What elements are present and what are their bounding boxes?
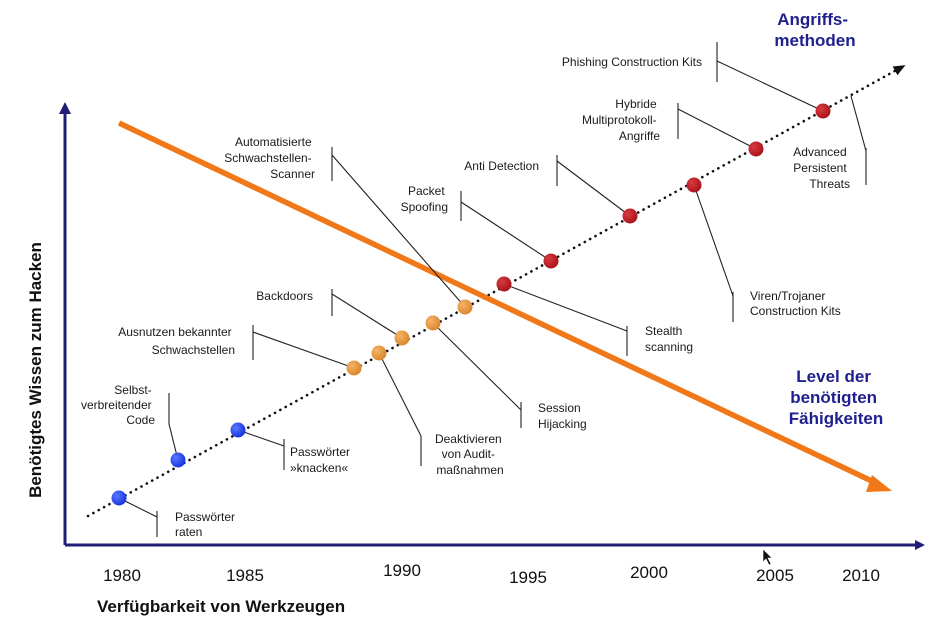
label-anti-detection: Anti Detection	[464, 159, 539, 173]
leader-stealth	[503, 283, 628, 356]
leader-lines	[118, 42, 867, 537]
label-session-hijacking: Session Hijacking	[538, 401, 587, 431]
x-axis-title: Verfügbarkeit von Werkzeugen	[97, 597, 345, 616]
year-label-2005: 2005	[756, 566, 794, 585]
point-deaktivieren	[371, 345, 387, 361]
point-ausnutzen	[346, 360, 362, 376]
leader-phishing	[716, 42, 824, 112]
label-hybride: Hybride Multiprotokoll- Angriffe	[582, 97, 660, 143]
point-hybride	[748, 141, 764, 157]
point-backdoors	[394, 330, 410, 346]
leader-auto-scanner	[331, 147, 466, 308]
skill-level-trend-line	[117, 120, 880, 487]
label-stealth: Stealth scanning	[645, 324, 693, 354]
y-axis-title: Benötigtes Wissen zum Hacken	[26, 242, 45, 498]
label-passwoerter-knacken: Passwörter »knacken«	[290, 445, 353, 475]
leader-hybride	[677, 103, 757, 150]
point-passwoerter-raten	[111, 490, 127, 506]
point-anti-detection	[622, 208, 638, 224]
point-phishing	[815, 103, 831, 119]
leader-backdoors	[331, 289, 403, 339]
label-backdoors: Backdoors	[256, 289, 313, 303]
points	[111, 103, 831, 506]
attack-methods-trend-line	[86, 65, 906, 518]
label-deaktivieren: Deaktivieren von Audit- maßnahmen	[435, 432, 505, 477]
label-phishing: Phishing Construction Kits	[562, 55, 702, 69]
label-viren: Viren/Trojaner Construction Kits	[750, 289, 841, 318]
year-label-1990: 1990	[383, 561, 421, 580]
year-label-1980: 1980	[103, 566, 141, 585]
label-apt: Advanced Persistent Threats	[793, 145, 850, 191]
point-auto-scanner	[457, 299, 473, 315]
leader-session-hijacking	[432, 322, 522, 428]
year-label-2000: 2000	[630, 563, 668, 582]
skill-level-title: Level der benötigten Fähigkeiten	[789, 367, 883, 428]
year-label-2010: 2010	[842, 566, 880, 585]
leader-passwoerter-knacken	[237, 429, 285, 470]
point-viren	[686, 177, 702, 193]
leader-ausnutzen	[252, 325, 355, 369]
skill-level-arrowhead	[866, 475, 892, 492]
leader-apt	[850, 95, 867, 185]
point-selbst-code	[170, 452, 186, 468]
label-auto-scanner: Automatisierte Schwachstellen- Scanner	[224, 135, 315, 181]
point-packet-spoofing	[543, 253, 559, 269]
attack-methods-title: Angriffs- methoden	[774, 10, 855, 50]
label-passwoerter-raten: Passwörter raten	[175, 510, 238, 539]
leader-viren	[693, 184, 734, 322]
year-label-1985: 1985	[226, 566, 264, 585]
year-label-1995: 1995	[509, 568, 547, 587]
label-ausnutzen: Ausnutzen bekannter Schwachstellen	[118, 325, 235, 357]
label-selbst-code: Selbst- verbreitender Code	[81, 383, 155, 427]
point-stealth	[496, 276, 512, 292]
leader-packet-spoofing	[460, 191, 552, 262]
leader-selbst-code	[168, 393, 179, 461]
mouse-pointer-icon	[762, 548, 773, 566]
point-session-hijacking	[425, 315, 441, 331]
leader-anti-detection	[556, 155, 631, 217]
leader-passwoerter-raten	[118, 497, 158, 537]
leader-deaktivieren	[378, 352, 422, 466]
label-packet-spoofing: Packet Spoofing	[401, 184, 448, 214]
point-passwoerter-knacken	[230, 422, 246, 438]
